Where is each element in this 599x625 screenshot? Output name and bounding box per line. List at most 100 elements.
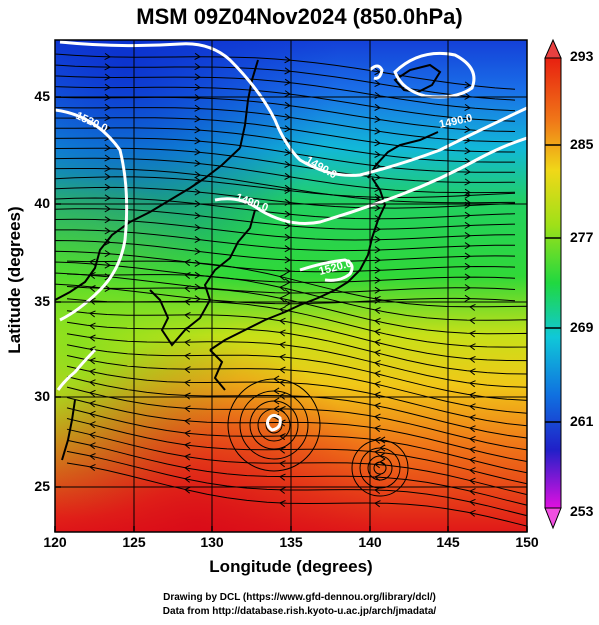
streamline: [374, 339, 381, 347]
streamline: [55, 114, 516, 153]
streamline: [104, 173, 111, 181]
streamline: [66, 418, 527, 485]
streamline: [374, 328, 381, 336]
y-tick-label: 25: [34, 478, 50, 494]
streamline: [194, 83, 201, 91]
streamline: [284, 289, 291, 297]
streamline: [55, 103, 516, 143]
streamline: [279, 353, 286, 361]
streamline: [464, 221, 471, 229]
streamline: [374, 370, 381, 378]
streamline: [273, 375, 280, 383]
streamline: [104, 93, 111, 101]
streamline: [66, 450, 527, 517]
streamline: [66, 310, 527, 362]
streamline: [89, 379, 96, 387]
streamline: [464, 103, 471, 112]
credit-line: Drawing by DCL (https://www.gfd-dennou.o…: [163, 592, 436, 603]
x-axis-label: Longitude (degrees): [209, 557, 373, 576]
streamline: [279, 341, 286, 349]
streamline: [239, 390, 309, 460]
streamline: [66, 286, 527, 335]
streamline: [55, 176, 516, 199]
temperature-field: 1520.0 1490.0 1490.0 1490.0 1520.0: [55, 40, 527, 532]
streamline: [464, 115, 471, 123]
streamline: [279, 329, 286, 337]
y-tick-label: 45: [34, 88, 50, 104]
y-axis-label: Latitude (degrees): [5, 206, 24, 354]
streamline: [373, 461, 387, 475]
streamline: [184, 405, 191, 413]
streamline: [464, 191, 471, 199]
streamline: [55, 283, 516, 305]
streamline: [89, 368, 96, 376]
streamline: [284, 278, 291, 286]
streamline: [464, 273, 471, 281]
streamline: [89, 463, 96, 471]
streamline: [184, 417, 191, 425]
streamline: [89, 285, 96, 292]
streamline: [66, 344, 527, 401]
streamline: [284, 222, 291, 230]
x-tick-label: 145: [436, 534, 460, 550]
streamline: [469, 446, 476, 454]
contour-lines: [55, 40, 527, 432]
streamline: [284, 256, 291, 264]
credit-line: Data from http://database.rish.kyoto-u.a…: [162, 606, 437, 617]
streamline: [184, 339, 191, 347]
streamline: [374, 317, 381, 325]
streamline: [194, 235, 201, 244]
streamline: [184, 259, 191, 267]
streamline: [55, 125, 515, 163]
streamline: [284, 245, 291, 253]
streamline: [194, 63, 201, 71]
streamline: [374, 80, 381, 88]
streamline: [374, 193, 381, 201]
streamline: [464, 168, 471, 176]
streamline: [194, 115, 201, 123]
colorbar-label: 293: [570, 48, 594, 64]
streamline: [194, 159, 201, 167]
streamline: [227, 378, 321, 472]
streamline: [55, 208, 516, 230]
streamline: [374, 359, 381, 367]
streamline: [284, 67, 291, 75]
x-tick-label: 120: [43, 534, 67, 550]
streamline: [284, 78, 291, 86]
streamline: [374, 276, 381, 284]
streamline: [249, 400, 299, 450]
streamline: [55, 218, 516, 241]
streamline: [464, 81, 471, 89]
streamline: [469, 317, 476, 325]
streamline: [194, 126, 201, 134]
streamline: [66, 386, 527, 451]
streamline: [284, 187, 291, 195]
streamline: [104, 261, 111, 269]
streamline: [66, 407, 527, 474]
streamline: [66, 462, 527, 527]
streamline: [279, 473, 286, 481]
streamline: [279, 486, 286, 494]
streamline: [104, 144, 111, 152]
streamline: [55, 261, 516, 283]
streamline: [374, 413, 381, 421]
streamline: [104, 227, 111, 235]
streamline: [464, 252, 471, 260]
streamline: [257, 408, 291, 442]
streamline: [89, 322, 96, 330]
streamline: [374, 402, 381, 410]
streamline: [464, 201, 471, 209]
streamline: [374, 349, 381, 357]
streamline: [279, 284, 286, 292]
streamline: [279, 460, 286, 468]
tick-marks: [54, 96, 528, 532]
streamline: [194, 104, 201, 112]
streamline: [284, 210, 291, 218]
streamline: [469, 498, 476, 506]
streamline: [104, 205, 111, 213]
streamline: [104, 73, 111, 81]
page-title: MSM 09Z04Nov2024 (850.0hPa): [136, 4, 463, 29]
streamline: [104, 216, 111, 224]
streamline: [184, 285, 191, 293]
